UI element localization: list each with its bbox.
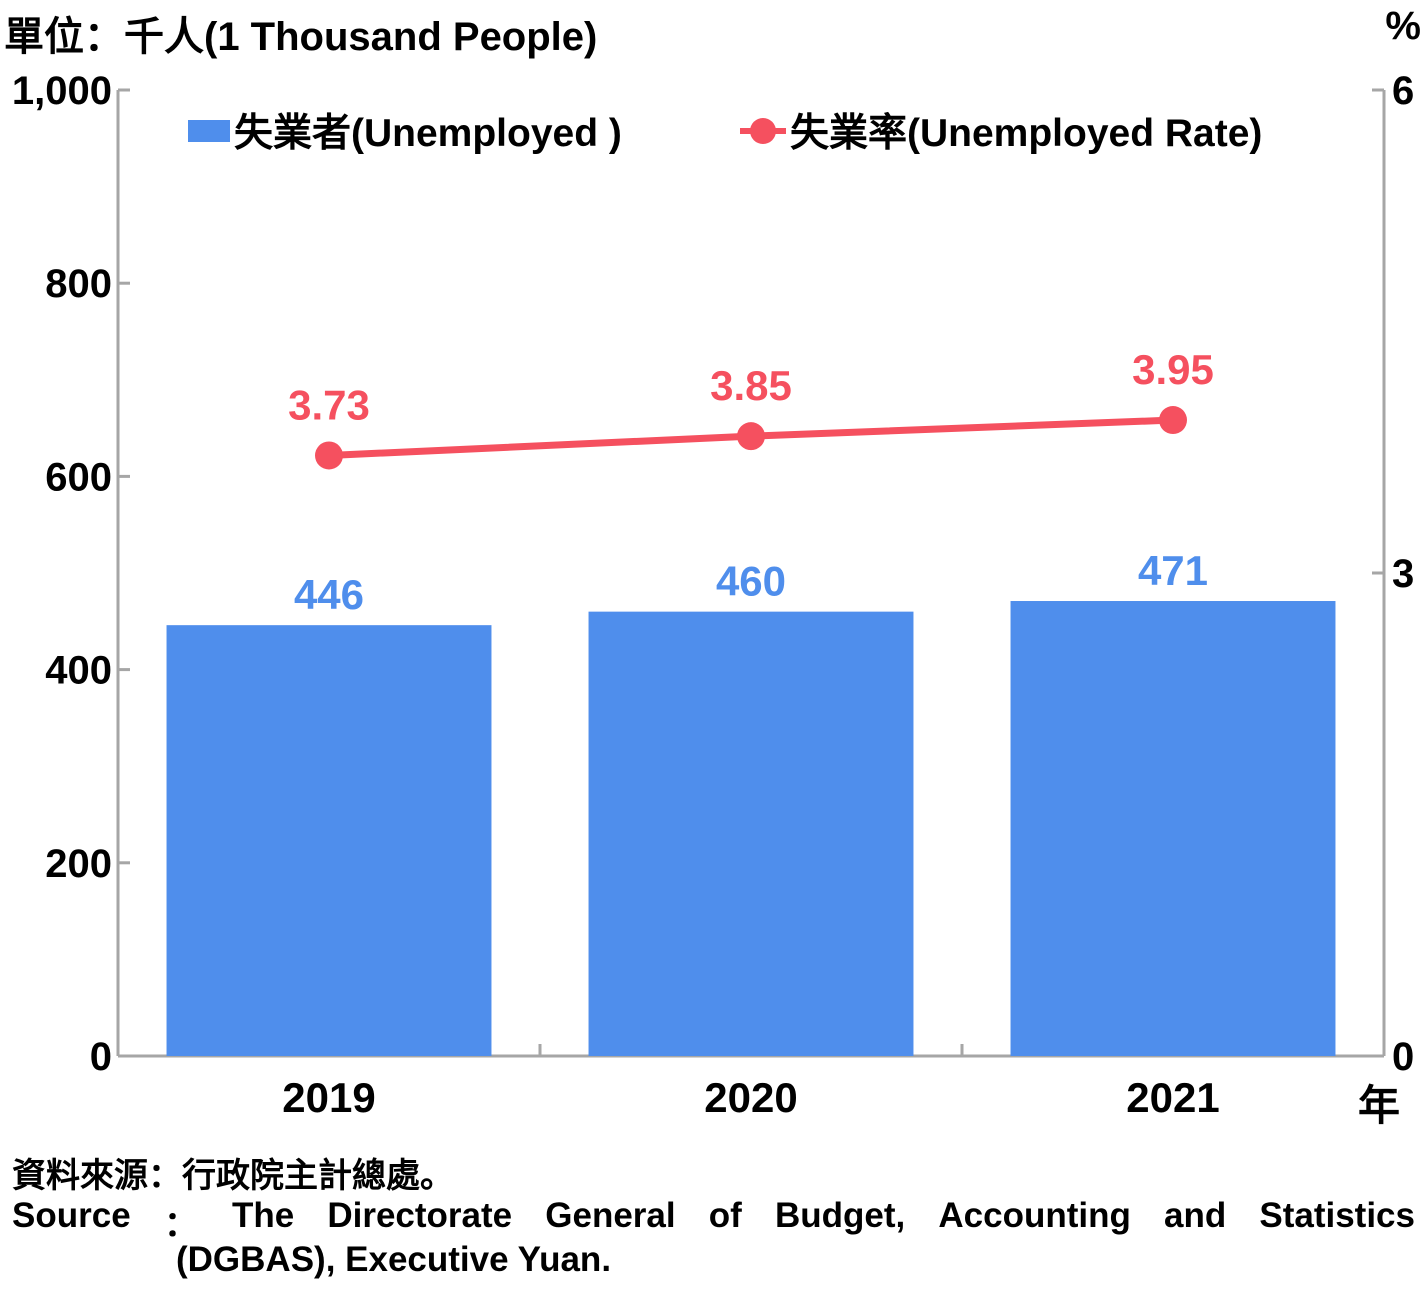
source-chinese: 資料來源：行政院主計總處。 [12, 1157, 454, 1195]
legend: 失業者(Unemployed ) 失業率(Unemployed Rate) [188, 112, 1262, 155]
chart-plot: 0 200 400 600 800 1,000 0 3 6 2019 2020 2021 446 460… [12, 69, 1414, 1121]
right-y-tick-label: 6 [1392, 69, 1414, 113]
source-word: Accounting [938, 1196, 1131, 1235]
data-labels: 446 460 471 3.73 3.85 3.95 [288, 346, 1214, 618]
bar-value-label: 460 [716, 558, 786, 605]
right-y-tick-label: 3 [1392, 552, 1414, 596]
bar-unemployed [588, 611, 914, 1056]
right-axis-unit-label: % [1385, 4, 1421, 48]
source-word: Directorate [327, 1196, 513, 1235]
left-y-tick-label: 600 [45, 455, 112, 499]
legend-label-unemployed: 失業者(Unemployed ) [234, 112, 622, 155]
left-axis-unit-label: 單位：千人(1 Thousand People) [4, 15, 598, 59]
bar-value-label: 446 [294, 571, 364, 618]
rate-value-label: 3.95 [1132, 346, 1214, 393]
legend-swatch-rate-marker [750, 118, 776, 144]
source-english-line2: (DGBAS), Executive Yuan. [176, 1240, 612, 1279]
bar-unemployed [166, 625, 492, 1056]
left-y-tick-label: 0 [90, 1035, 112, 1079]
axes: 0 200 400 600 800 1,000 0 3 6 2019 2020 2021 [12, 69, 1414, 1121]
source-word: Budget, [774, 1196, 906, 1235]
source-english: Source ： The Directorate General of Budget, Acc… [12, 1196, 1415, 1247]
legend-label-rate: 失業率(Unemployed Rate) [790, 112, 1262, 155]
source-word: ： [163, 1205, 199, 1244]
source-word: Statistics [1259, 1196, 1415, 1235]
bar-value-label: 471 [1138, 547, 1208, 594]
x-tick-label: 2021 [1126, 1074, 1219, 1121]
right-y-tick-label: 0 [1392, 1035, 1414, 1079]
left-y-tick-label: 200 [45, 842, 112, 886]
x-tick-label: 2019 [282, 1074, 375, 1121]
source-word: The [231, 1196, 295, 1235]
x-axis-unit-label: 年 [1358, 1082, 1401, 1129]
source-word: Source [12, 1196, 131, 1235]
bar-unemployed [1010, 601, 1336, 1056]
rate-point [315, 441, 343, 470]
x-tick-label: 2020 [704, 1074, 797, 1121]
left-y-tick-label: 1,000 [12, 69, 112, 113]
rate-point [737, 422, 765, 451]
source-word: General [545, 1196, 676, 1235]
source-word: and [1163, 1196, 1227, 1235]
rate-value-label: 3.73 [288, 381, 370, 428]
source-word: of [708, 1196, 742, 1235]
rate-line [315, 406, 1187, 470]
rate-point [1159, 406, 1187, 435]
rate-value-label: 3.85 [710, 362, 792, 409]
legend-swatch-unemployed [188, 120, 230, 142]
left-y-tick-label: 400 [45, 649, 112, 693]
left-y-tick-label: 800 [45, 262, 112, 306]
bars [166, 601, 1336, 1056]
